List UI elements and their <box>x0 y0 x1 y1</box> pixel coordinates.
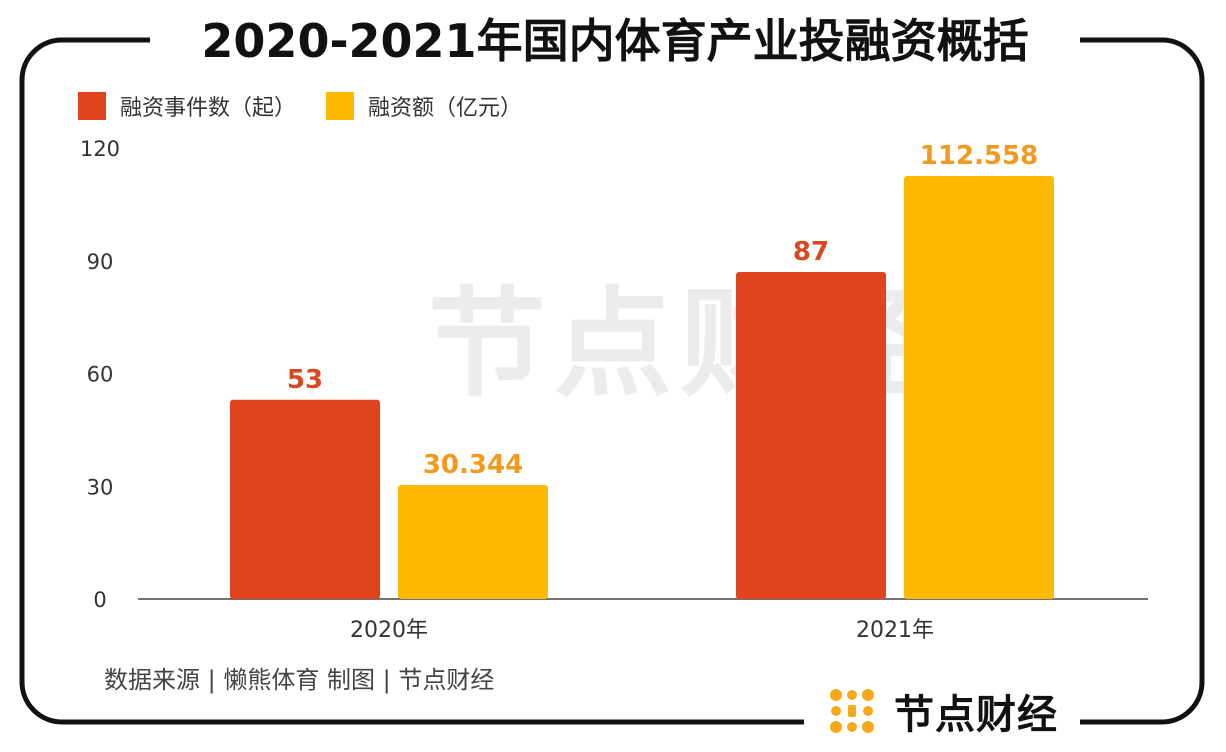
legend-swatch-events <box>78 92 106 120</box>
data-label: 53 <box>287 365 323 395</box>
bar-amount <box>398 484 548 599</box>
y-tick-label: 60 <box>87 363 114 387</box>
bar-events <box>736 272 886 599</box>
bar-amount <box>904 175 1054 599</box>
jiedian-logo-icon <box>830 689 874 733</box>
data-label: 30.344 <box>423 450 523 480</box>
y-tick-label: 30 <box>87 475 114 499</box>
x-tick-label: 2021年 <box>856 618 934 643</box>
legend-item-amount: 融资额（亿元） <box>326 90 522 122</box>
data-label: 87 <box>793 237 829 267</box>
brand-logo: 节点财经 <box>804 680 1080 742</box>
legend: 融资事件数（起） 融资额（亿元） <box>78 90 522 122</box>
data-source-note: 数据来源 | 懒熊体育 制图 | 节点财经 <box>104 666 495 694</box>
data-labels: 53 30.344 87 112.558 <box>287 141 1038 480</box>
data-label: 112.558 <box>920 141 1038 171</box>
legend-swatch-amount <box>326 92 355 120</box>
bars <box>230 175 1054 599</box>
x-tick-label: 2020年 <box>350 618 428 643</box>
legend-item-events: 融资事件数（起） <box>78 90 296 122</box>
legend-label-events: 融资事件数（起） <box>120 96 297 121</box>
legend-label-amount: 融资额（亿元） <box>368 96 523 121</box>
y-tick-label: 0 <box>93 588 106 612</box>
y-tick-label: 120 <box>80 137 120 161</box>
chart-title: 2020-2021年国内体育产业投融资概括 <box>150 2 1080 80</box>
brand-name: 节点财经 <box>894 692 1058 738</box>
y-tick-label: 90 <box>87 250 114 274</box>
bar-events <box>230 399 380 599</box>
